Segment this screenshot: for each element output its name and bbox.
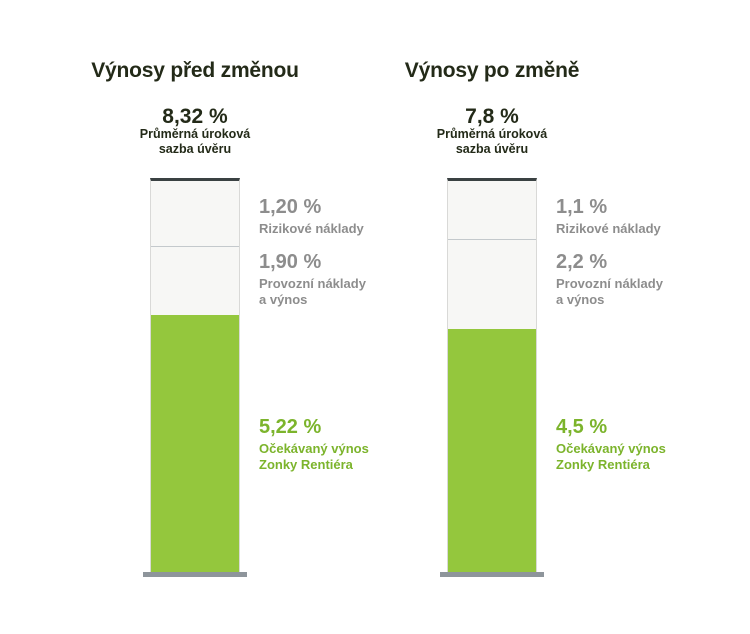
chart-title-after: Výnosy po změně	[404, 59, 580, 82]
operating-costs-label: Provozní náklady a výnos	[259, 276, 366, 307]
expected-return-label: Očekávaný výnos Zonky Rentiéra	[556, 441, 666, 472]
bar-segment-risk-costs	[448, 181, 536, 239]
risk-costs-label: Rizikové náklady	[259, 221, 364, 236]
expected-return-label: Očekávaný výnos Zonky Rentiéra	[259, 441, 369, 472]
operating-costs-value: 2,2 %	[556, 251, 608, 273]
expected-return-value: 4,5 %	[556, 416, 608, 438]
operating-costs-label: Provozní náklady a výnos	[556, 276, 663, 307]
bar-segment-expected-return	[151, 315, 239, 575]
panel-after-change: Výnosy po změně 7,8 % Průměrná úroková s…	[297, 0, 672, 634]
bar-segment-operating-costs	[151, 247, 239, 315]
segment-divider-line	[448, 239, 536, 240]
average-rate-value-before: 8,32 %	[162, 105, 228, 128]
average-rate-label-after: Průměrná úroková sazba úvěru	[436, 127, 548, 156]
operating-costs-value: 1,90 %	[259, 251, 322, 273]
risk-costs-value: 1,1 %	[556, 196, 608, 218]
segment-divider-line	[151, 246, 239, 247]
bar-segment-risk-costs	[151, 181, 239, 246]
panel-before-change: Výnosy před změnou 8,32 % Průměrná úroko…	[91, 59, 369, 577]
risk-costs-label: Rizikové náklady	[556, 221, 661, 236]
bar-segment-expected-return	[448, 329, 536, 575]
expected-return-value: 5,22 %	[259, 416, 322, 438]
bar-baseline	[143, 572, 247, 577]
stacked-bar-before	[150, 178, 240, 575]
bar-segment-operating-costs	[448, 240, 536, 329]
average-rate-value-after: 7,8 %	[465, 105, 519, 128]
bar-baseline	[440, 572, 544, 577]
risk-costs-value: 1,20 %	[259, 196, 322, 218]
stacked-bar-after	[447, 178, 537, 575]
average-rate-label-before: Průměrná úroková sazba úvěru	[139, 127, 251, 156]
chart-title-before: Výnosy před změnou	[91, 59, 299, 82]
